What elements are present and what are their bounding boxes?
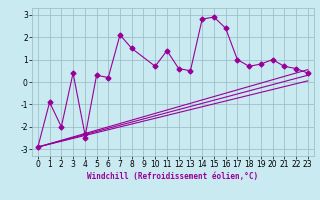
X-axis label: Windchill (Refroidissement éolien,°C): Windchill (Refroidissement éolien,°C) [87,172,258,181]
